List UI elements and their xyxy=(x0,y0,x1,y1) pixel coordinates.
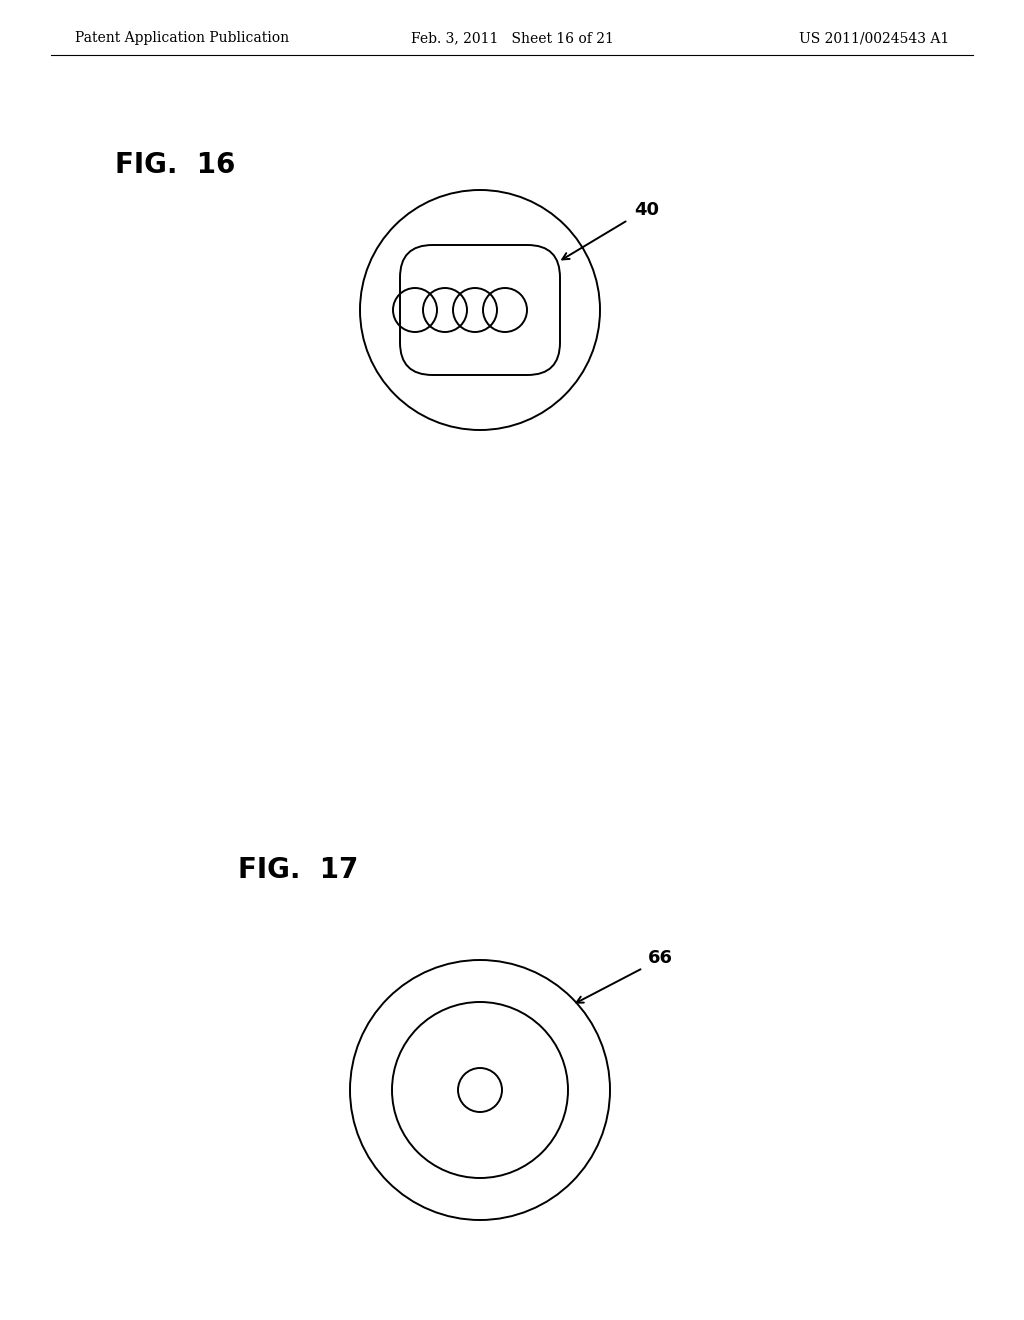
Text: FIG.  17: FIG. 17 xyxy=(238,855,358,884)
Text: Feb. 3, 2011   Sheet 16 of 21: Feb. 3, 2011 Sheet 16 of 21 xyxy=(411,30,613,45)
Text: FIG.  16: FIG. 16 xyxy=(115,150,236,180)
Text: Patent Application Publication: Patent Application Publication xyxy=(75,30,289,45)
Text: 40: 40 xyxy=(634,201,659,219)
Text: US 2011/0024543 A1: US 2011/0024543 A1 xyxy=(799,30,949,45)
Text: 66: 66 xyxy=(648,949,673,968)
